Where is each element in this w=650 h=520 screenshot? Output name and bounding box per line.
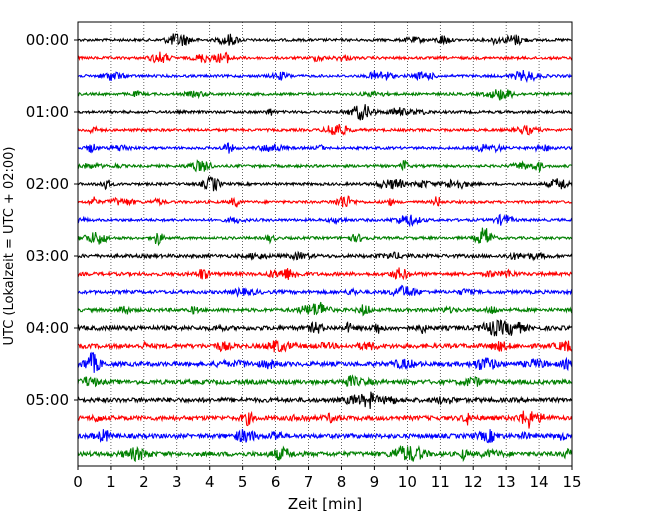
trace-line bbox=[77, 227, 573, 247]
trace-line bbox=[77, 195, 573, 208]
trace-line bbox=[77, 104, 573, 121]
x-tick-label: 10 bbox=[398, 473, 417, 491]
trace-line bbox=[77, 391, 573, 409]
trace-line bbox=[77, 444, 573, 463]
y-tick-label: 05:00 bbox=[26, 391, 69, 409]
trace-line bbox=[77, 301, 573, 317]
x-tick-label: 7 bbox=[304, 473, 314, 491]
trace-line bbox=[77, 351, 573, 373]
y-tick-label: 01:00 bbox=[26, 103, 69, 121]
trace-line bbox=[77, 70, 573, 84]
x-tick-label: 11 bbox=[431, 473, 450, 491]
vertical-gridlines bbox=[110, 22, 540, 466]
x-tick-label: 14 bbox=[530, 473, 549, 491]
x-tick-label: 9 bbox=[370, 473, 380, 491]
plot-frame bbox=[77, 21, 573, 467]
x-axis-ticks: 0 1 2 3 4 5 6 7 8 9 10 11 12 13 14 15 bbox=[73, 466, 582, 491]
x-tick-label: 8 bbox=[337, 473, 347, 491]
trace-line bbox=[77, 142, 573, 154]
x-tick-label: 1 bbox=[106, 473, 116, 491]
plot-background bbox=[78, 22, 572, 466]
trace-line bbox=[77, 319, 573, 337]
trace-line bbox=[77, 374, 573, 388]
trace-line bbox=[77, 123, 573, 136]
x-axis-label: Zeit [min] bbox=[288, 495, 362, 513]
trace-line bbox=[77, 213, 573, 228]
trace-line bbox=[78, 410, 573, 429]
trace-line bbox=[77, 267, 573, 281]
seismic-traces bbox=[77, 33, 573, 463]
x-tick-label: 5 bbox=[238, 473, 248, 491]
trace-line bbox=[77, 339, 573, 353]
y-tick-label: 02:00 bbox=[26, 175, 69, 193]
trace-line bbox=[77, 428, 573, 444]
y-axis-label: UTC (Lokalzeit = UTC + 02:00) bbox=[2, 147, 17, 346]
trace-line bbox=[77, 51, 573, 64]
x-tick-label: 12 bbox=[464, 473, 483, 491]
y-tick-label: 03:00 bbox=[26, 247, 69, 265]
trace-line bbox=[77, 89, 573, 101]
x-tick-label: 4 bbox=[205, 473, 215, 491]
trace-line bbox=[77, 159, 573, 174]
trace-line bbox=[77, 33, 573, 47]
y-tick-label: 04:00 bbox=[26, 319, 69, 337]
x-tick-label: 0 bbox=[73, 473, 83, 491]
trace-line bbox=[77, 250, 573, 262]
x-tick-label: 3 bbox=[172, 473, 182, 491]
x-tick-label: 13 bbox=[497, 473, 516, 491]
y-axis-ticks: 00:00 01:00 02:00 03:00 04:00 05:00 bbox=[26, 31, 78, 409]
y-tick-label: 00:00 bbox=[26, 31, 69, 49]
x-tick-label: 6 bbox=[271, 473, 281, 491]
x-tick-label: 2 bbox=[139, 473, 149, 491]
x-tick-label: 15 bbox=[562, 473, 581, 491]
trace-line bbox=[77, 284, 573, 298]
trace-line bbox=[77, 175, 573, 192]
